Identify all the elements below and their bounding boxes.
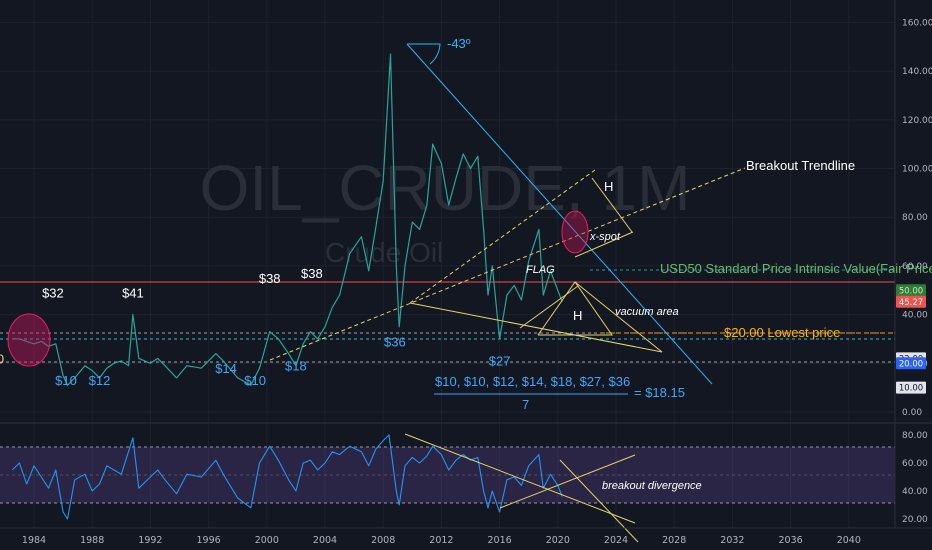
rsi-y-tick-label: 20.00 <box>902 515 928 525</box>
h-top-label: H <box>604 179 613 194</box>
x-tick-label: 2028 <box>662 535 686 546</box>
x-tick-label: 2020 <box>546 535 570 546</box>
x-tick-label: 1988 <box>80 535 104 546</box>
price-label: $41 <box>122 286 144 301</box>
breakout-trendline-label: Breakout Trendline <box>746 158 855 173</box>
price-label: $10 <box>55 373 77 388</box>
price-badge-label: 45.27 <box>899 298 923 308</box>
y-tick-label: 0.00 <box>902 408 922 418</box>
flag-upper-dashed-line <box>409 169 596 304</box>
rsi-y-tick-label: 40.00 <box>902 487 928 497</box>
breakout-trendline <box>269 167 746 361</box>
h-bottom-label: H <box>573 308 582 323</box>
x-tick-label: 2012 <box>429 535 453 546</box>
y-tick-label: 160.00 <box>902 18 932 28</box>
watermark-symbol: OIL_CRUDE, 1M <box>200 152 691 224</box>
x-spot-label: x-spot <box>589 231 621 243</box>
x-tick-label: 2004 <box>313 535 337 546</box>
rsi-y-tick-label: 60.00 <box>902 459 928 469</box>
vacuum-area-label: vacuum area <box>615 306 679 318</box>
x-tick-label: 2032 <box>720 535 744 546</box>
downtrend-line <box>406 43 713 385</box>
x-tick-label: 2000 <box>255 535 279 546</box>
price-badge <box>896 284 926 297</box>
price-series-line <box>12 53 563 386</box>
y-tick-label: 120.00 <box>902 116 932 126</box>
x-tick-label: 1984 <box>22 535 46 546</box>
price-badge-label: 20.00 <box>899 359 923 369</box>
price-label: $18 <box>285 359 307 374</box>
flag-lower-line <box>519 285 579 329</box>
price-label: $20 <box>0 351 4 366</box>
x-tick-label: 1996 <box>197 535 221 546</box>
x-spot-ellipse <box>561 210 589 254</box>
x-tick-label: 1992 <box>138 535 162 546</box>
rsi-down-trendline <box>404 433 636 524</box>
rsi-y-axis: 80.00 60.00 40.00 20.00 <box>902 431 928 525</box>
angle-label: -43º <box>447 36 471 51</box>
x-tick-label: 2016 <box>488 535 512 546</box>
formula-denominator: 7 <box>522 397 529 412</box>
lower-support-line <box>409 302 663 353</box>
price-badge-label: 10.00 <box>899 384 923 394</box>
y-tick-label: 80.00 <box>902 213 928 223</box>
formula-numerator: $10, $10, $12, $14, $18, $27, $36 <box>435 374 630 389</box>
price-badge <box>896 381 926 394</box>
rsi-y-tick-label: 80.00 <box>902 431 928 441</box>
vacuum-edge-line <box>574 281 663 353</box>
y-tick-label: 100.00 <box>902 165 932 175</box>
x-tick-label: 2008 <box>371 535 395 546</box>
price-label: $38 <box>301 266 323 281</box>
watermark-name: Crude Oil <box>325 237 443 268</box>
formula-result: = $18.15 <box>634 385 685 400</box>
price-badge <box>896 357 926 370</box>
rsi-up-trendline <box>499 454 636 509</box>
flag-label: FLAG <box>526 264 555 276</box>
price-labels: $32 $41 $38 $38 $20 $10 $12 $14 $10 $18 $36 $27 <box>0 266 510 388</box>
x-tick-label: 2040 <box>837 535 861 546</box>
vertical-grid <box>0 0 895 528</box>
price-label: $27 <box>489 354 511 369</box>
price-badge <box>896 295 926 308</box>
y-tick-label: 140.00 <box>902 67 932 77</box>
flag-upper-line <box>574 231 634 258</box>
price-label: $12 <box>89 373 111 388</box>
price-label: $10 <box>244 373 266 388</box>
low-20-ellipse <box>7 313 51 367</box>
price-label: $14 <box>215 361 237 376</box>
rsi-series-line <box>11 434 563 520</box>
x-tick-label: 2024 <box>604 535 628 546</box>
x-tick-label: 2036 <box>779 535 803 546</box>
y-tick-label: 60.00 <box>902 262 928 272</box>
vacuum-triangle <box>537 281 613 336</box>
price-label: $38 <box>259 271 281 286</box>
price-badge-label: 50.00 <box>899 286 923 296</box>
h-top-line <box>591 177 633 233</box>
fair-price-label: USD50 Standard Price Intrinsic Value(Fai… <box>660 261 932 276</box>
breakout-divergence-label: breakout divergence <box>602 480 702 492</box>
price-label: $36 <box>384 334 406 349</box>
time-x-axis: 1984 1988 1992 1996 2000 2004 2008 2012 2016 2020… <box>22 535 861 546</box>
angle-arc <box>407 43 441 65</box>
lowest-price-label: $20.00 Lowest price <box>724 325 840 340</box>
price-label: $32 <box>42 286 64 301</box>
y-tick-label: 40.00 <box>902 311 928 321</box>
